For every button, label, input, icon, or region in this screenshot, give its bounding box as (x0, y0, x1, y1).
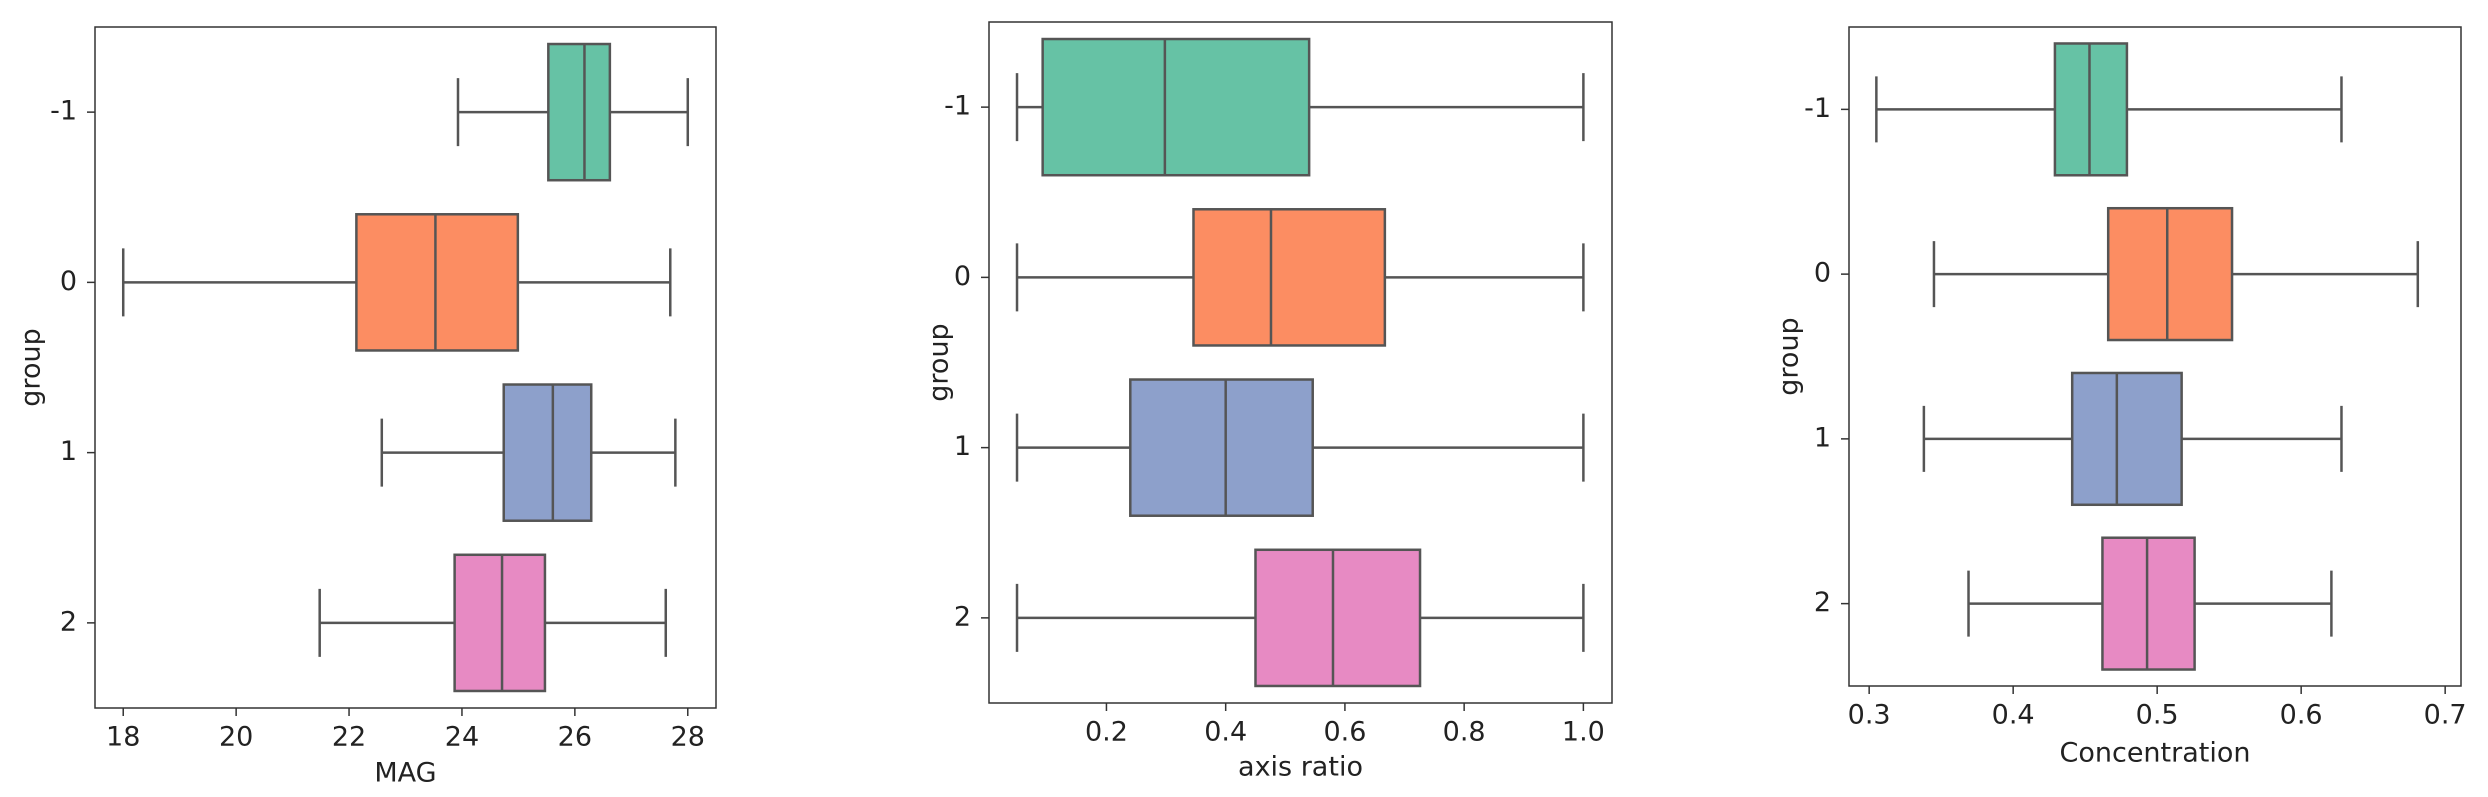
box (1192, 208, 1387, 347)
box (1254, 548, 1422, 688)
x-tick-label: 0.8 (1443, 717, 1486, 748)
box (502, 383, 593, 522)
box (2053, 42, 2129, 177)
box (453, 553, 547, 693)
x-tick-label: 18 (106, 722, 140, 753)
y-axis-label: group (1774, 317, 1805, 395)
box (2101, 536, 2196, 671)
plot-frame (94, 26, 717, 709)
y-tick-label: -1 (1804, 93, 1831, 124)
y-tick-label: -1 (50, 96, 77, 127)
y-tick-label: 0 (1814, 258, 1831, 289)
y-tick-label: 1 (1814, 422, 1831, 453)
y-tick-label: 1 (60, 436, 77, 467)
x-axis-label: Concentration (2059, 738, 2250, 769)
x-tick-label: 0.6 (1323, 717, 1366, 748)
plot-frame (1848, 26, 2462, 687)
x-tick-label: 0.4 (1992, 700, 2035, 731)
y-tick-label: 0 (60, 266, 77, 297)
x-axis-label: MAG (374, 758, 436, 789)
plot-frame (988, 21, 1613, 704)
y-tick-label: -1 (944, 91, 971, 122)
y-axis-label: group (924, 323, 955, 401)
x-tick-label: 1.0 (1562, 717, 1605, 748)
y-tick-label: 2 (1814, 587, 1831, 618)
box (1129, 378, 1314, 517)
y-tick-label: 2 (954, 601, 971, 632)
box (355, 213, 520, 352)
x-axis-label: axis ratio (1238, 752, 1363, 783)
y-tick-label: 1 (954, 431, 971, 462)
x-tick-label: 28 (671, 722, 705, 753)
box (1041, 37, 1311, 177)
x-tick-label: 24 (445, 722, 479, 753)
x-tick-label: 0.6 (2280, 700, 2323, 731)
box (2070, 371, 2183, 507)
x-tick-label: 22 (332, 722, 366, 753)
x-tick-label: 0.4 (1204, 717, 1247, 748)
x-tick-label: 26 (558, 722, 592, 753)
x-tick-label: 0.7 (2424, 700, 2467, 731)
box (547, 42, 612, 182)
y-tick-label: 0 (954, 261, 971, 292)
x-tick-label: 0.2 (1085, 717, 1128, 748)
x-tick-label: 0.5 (2136, 700, 2179, 731)
y-tick-label: 2 (60, 606, 77, 637)
y-axis-label: group (16, 328, 47, 406)
box (2106, 206, 2234, 342)
x-tick-label: 20 (219, 722, 253, 753)
x-tick-label: 0.3 (1848, 700, 1891, 731)
